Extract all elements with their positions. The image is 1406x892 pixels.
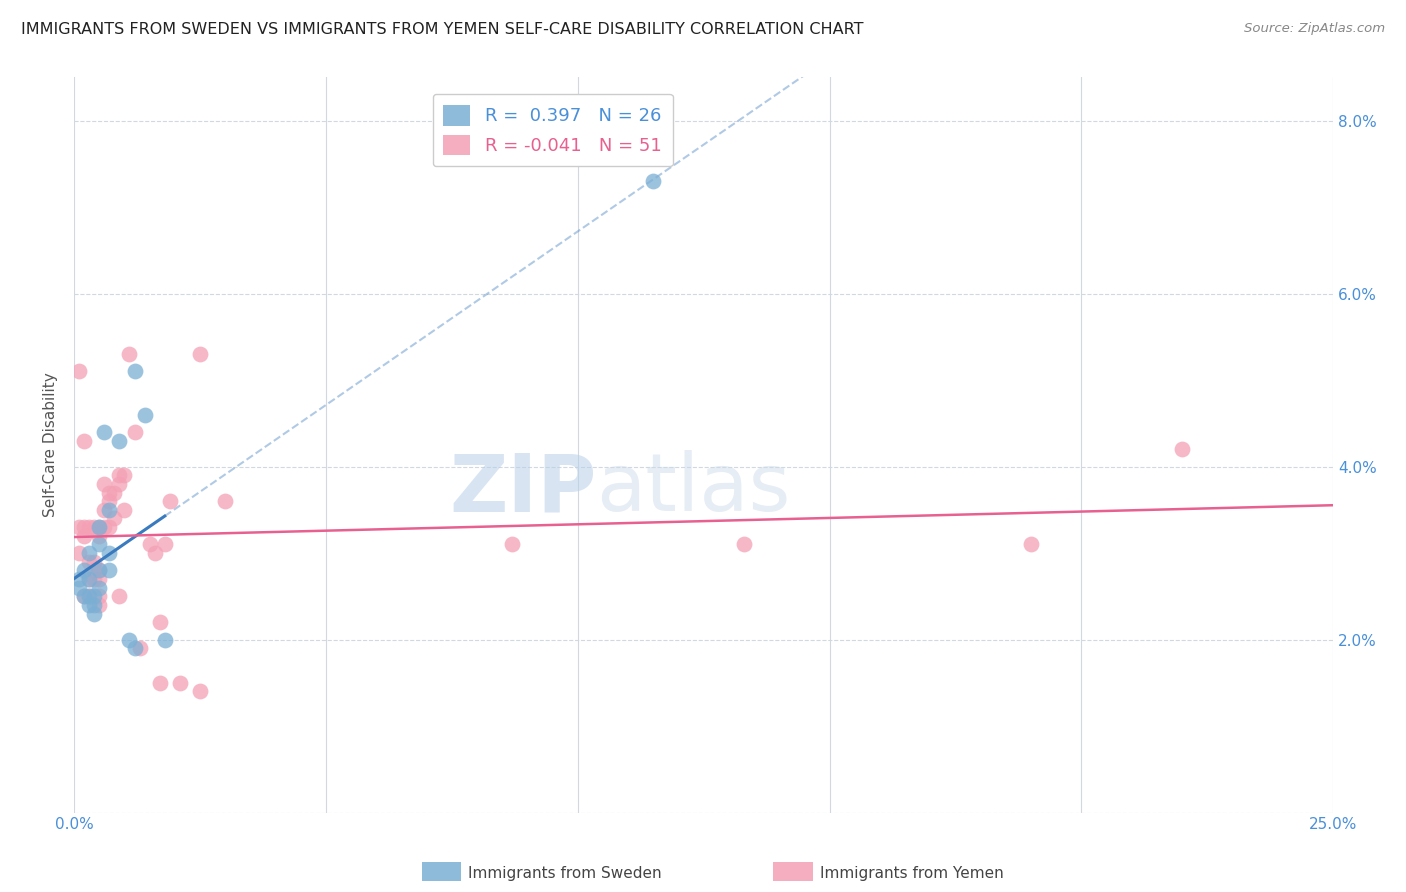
Point bbox=[103, 485, 125, 500]
Point bbox=[134, 408, 156, 422]
Point bbox=[83, 520, 105, 534]
Point bbox=[153, 537, 176, 551]
Point bbox=[138, 537, 160, 551]
Point bbox=[77, 572, 100, 586]
Point bbox=[89, 598, 111, 612]
Point bbox=[114, 468, 136, 483]
Point bbox=[114, 503, 136, 517]
Point bbox=[153, 632, 176, 647]
Point bbox=[77, 546, 100, 560]
Point bbox=[89, 537, 111, 551]
Point bbox=[89, 563, 111, 577]
Text: atlas: atlas bbox=[596, 450, 792, 528]
Point bbox=[733, 537, 755, 551]
Point bbox=[73, 590, 96, 604]
Point bbox=[118, 347, 141, 361]
Point bbox=[77, 555, 100, 569]
Point bbox=[77, 520, 100, 534]
Point bbox=[108, 468, 131, 483]
Point bbox=[93, 425, 115, 439]
Point bbox=[77, 590, 100, 604]
Point bbox=[98, 494, 121, 508]
Point bbox=[124, 425, 146, 439]
Point bbox=[98, 563, 121, 577]
Point bbox=[93, 503, 115, 517]
Point bbox=[501, 537, 523, 551]
Point bbox=[1171, 442, 1194, 457]
Point bbox=[83, 598, 105, 612]
Point bbox=[93, 520, 115, 534]
Point bbox=[73, 590, 96, 604]
Point bbox=[188, 684, 211, 698]
Point bbox=[73, 529, 96, 543]
Point bbox=[118, 632, 141, 647]
Point bbox=[124, 641, 146, 656]
Legend: R =  0.397   N = 26, R = -0.041   N = 51: R = 0.397 N = 26, R = -0.041 N = 51 bbox=[433, 94, 672, 166]
Point bbox=[188, 347, 211, 361]
Point bbox=[149, 615, 172, 630]
Point bbox=[67, 364, 90, 378]
Point bbox=[89, 581, 111, 595]
Point bbox=[103, 511, 125, 525]
Point bbox=[128, 641, 150, 656]
Text: Immigrants from Sweden: Immigrants from Sweden bbox=[468, 866, 662, 880]
Point bbox=[73, 520, 96, 534]
Point bbox=[83, 607, 105, 621]
Point bbox=[1019, 537, 1042, 551]
Y-axis label: Self-Care Disability: Self-Care Disability bbox=[44, 373, 58, 517]
Text: Source: ZipAtlas.com: Source: ZipAtlas.com bbox=[1244, 22, 1385, 36]
Point bbox=[77, 590, 100, 604]
Point bbox=[77, 572, 100, 586]
Point bbox=[83, 555, 105, 569]
Point bbox=[98, 485, 121, 500]
Point bbox=[73, 563, 96, 577]
Point bbox=[73, 434, 96, 448]
Point bbox=[149, 675, 172, 690]
Point bbox=[143, 546, 166, 560]
Point bbox=[108, 434, 131, 448]
Point bbox=[124, 364, 146, 378]
Point bbox=[93, 476, 115, 491]
Point bbox=[77, 598, 100, 612]
Point bbox=[83, 563, 105, 577]
Text: IMMIGRANTS FROM SWEDEN VS IMMIGRANTS FROM YEMEN SELF-CARE DISABILITY CORRELATION: IMMIGRANTS FROM SWEDEN VS IMMIGRANTS FRO… bbox=[21, 22, 863, 37]
Point bbox=[89, 520, 111, 534]
Point bbox=[98, 503, 121, 517]
Point bbox=[169, 675, 191, 690]
Point bbox=[83, 572, 105, 586]
Point bbox=[98, 546, 121, 560]
Point bbox=[67, 581, 90, 595]
Point bbox=[67, 572, 90, 586]
Point bbox=[89, 590, 111, 604]
Point bbox=[159, 494, 181, 508]
Point bbox=[108, 590, 131, 604]
Point bbox=[89, 572, 111, 586]
Point bbox=[98, 520, 121, 534]
Text: ZIP: ZIP bbox=[450, 450, 596, 528]
Point bbox=[89, 520, 111, 534]
Point bbox=[214, 494, 236, 508]
Point bbox=[89, 529, 111, 543]
Point bbox=[89, 563, 111, 577]
Point bbox=[643, 174, 665, 188]
Point bbox=[83, 590, 105, 604]
Text: Immigrants from Yemen: Immigrants from Yemen bbox=[820, 866, 1004, 880]
Point bbox=[108, 476, 131, 491]
Point bbox=[67, 546, 90, 560]
Point bbox=[67, 520, 90, 534]
